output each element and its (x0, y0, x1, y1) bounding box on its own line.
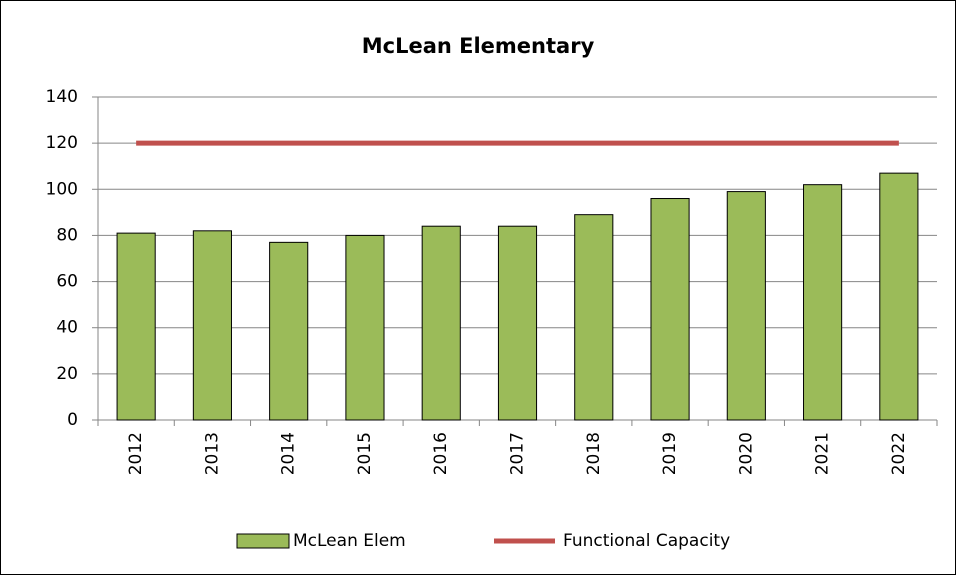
x-tick-label: 2020 (736, 432, 756, 475)
y-tick-label: 0 (67, 410, 78, 430)
x-tick-label: 2012 (126, 432, 146, 475)
x-tick-label: 2021 (813, 432, 833, 475)
x-tick-label: 2019 (660, 432, 680, 475)
legend-swatch (236, 533, 290, 549)
bar (803, 184, 843, 421)
x-tick-label: 2013 (202, 432, 222, 475)
x-tick-label: 2016 (431, 432, 451, 475)
bar (192, 230, 232, 421)
bar (345, 234, 385, 421)
bar (421, 225, 461, 421)
x-tick-label: 2015 (355, 432, 375, 475)
x-tick-label: 2022 (889, 432, 909, 475)
y-tick-label: 140 (46, 87, 78, 107)
x-tick-label: 2018 (584, 432, 604, 475)
x-tick-label: 2014 (279, 432, 299, 475)
y-tick-label: 100 (46, 179, 78, 199)
bar (269, 241, 309, 421)
x-tick-label: 2017 (508, 432, 528, 475)
bar (116, 232, 156, 421)
legend-label: McLean Elem (293, 531, 406, 551)
chart-title: McLean Elementary (362, 34, 595, 58)
bar (726, 191, 766, 421)
bar (650, 198, 690, 421)
legend-label: Functional Capacity (563, 531, 730, 551)
bar (574, 214, 614, 421)
y-tick-label: 40 (56, 318, 78, 338)
y-tick-label: 20 (56, 364, 78, 384)
y-tick-label: 60 (56, 272, 78, 292)
bar (497, 225, 538, 421)
bar (879, 172, 919, 421)
y-tick-label: 120 (46, 133, 78, 153)
y-tick-label: 80 (56, 225, 78, 245)
